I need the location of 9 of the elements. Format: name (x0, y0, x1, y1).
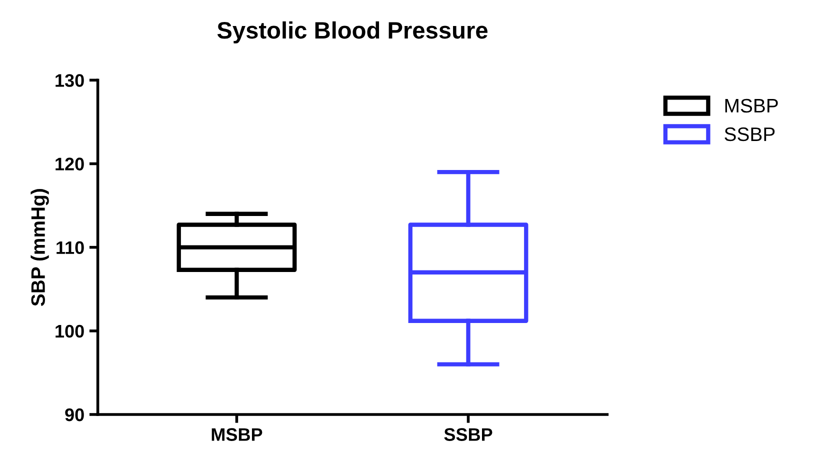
y-tick-label: 100 (56, 324, 84, 338)
y-tick-label: 120 (56, 158, 84, 170)
y-tick-label: 90 (65, 408, 84, 422)
y-tick-label: 130 (56, 74, 84, 87)
y-axis-title: SBP (mmHg) (30, 189, 49, 306)
legend-label: SSBP (724, 127, 775, 142)
chart-title: Systolic Blood Pressure (217, 21, 488, 44)
y-tick-label: 110 (56, 241, 84, 254)
legend-label: MSBP (725, 98, 778, 113)
